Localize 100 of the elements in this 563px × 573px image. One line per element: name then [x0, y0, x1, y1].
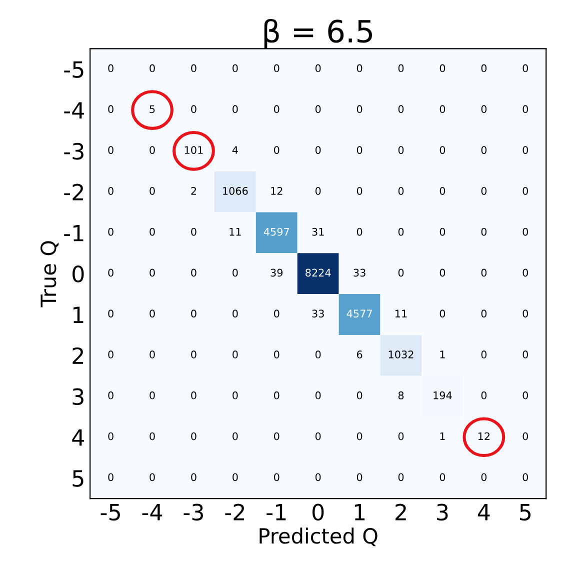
data-label: 0 [108, 268, 114, 277]
data-label: 0 [232, 268, 238, 277]
data-label: 4597 [264, 228, 289, 236]
data-label: 0 [440, 268, 446, 277]
data-label: 0 [398, 268, 404, 277]
data-label: 0 [150, 473, 155, 482]
data-label: 0 [191, 391, 196, 400]
data-label: 0 [108, 350, 114, 358]
data-label: 0 [440, 473, 446, 482]
data-label: 0 [398, 146, 404, 154]
data-label: 0 [315, 391, 321, 400]
data-label: 0 [481, 391, 487, 400]
data-label: 0 [150, 432, 155, 440]
data-label: 0 [356, 146, 362, 154]
data-label: 0 [440, 64, 446, 72]
x-tick-label: -5 [100, 504, 120, 521]
data-label: 0 [356, 391, 362, 400]
x-tick-label: -4 [142, 504, 162, 520]
y-tick-label: 1 [74, 306, 84, 323]
chart-title: β = 6.5 [264, 18, 372, 49]
data-label: 0 [315, 432, 321, 440]
data-label: 0 [522, 64, 528, 72]
data-label: 8224 [306, 268, 331, 277]
data-label: 0 [150, 64, 155, 72]
y-tick-label: -2 [64, 184, 83, 200]
data-label: 1 [440, 350, 445, 358]
data-label: 6 [356, 350, 362, 358]
x-tick-label: 1 [354, 504, 365, 520]
x-tick-label: 2 [396, 504, 406, 520]
x-tick-label: 5 [520, 504, 531, 521]
data-label: 0 [440, 310, 446, 318]
data-label: 0 [522, 432, 528, 440]
data-label: 0 [440, 186, 446, 195]
data-label: 0 [274, 350, 280, 358]
data-label: 0 [315, 64, 321, 72]
data-label: 0 [150, 186, 155, 195]
data-label: 0 [274, 105, 280, 114]
y-tick-label: 3 [72, 388, 84, 406]
data-label: 0 [398, 105, 404, 114]
data-label: 0 [191, 64, 196, 72]
data-label: 0 [191, 310, 196, 318]
data-label: 0 [191, 268, 196, 277]
data-label: 0 [191, 473, 196, 482]
data-label: 0 [440, 146, 446, 154]
x-tick-label: -2 [225, 504, 244, 520]
data-label: 0 [356, 105, 362, 114]
data-label: 0 [481, 473, 487, 482]
data-label: 11 [230, 228, 241, 236]
data-label: 0 [522, 473, 528, 482]
data-label: 0 [315, 473, 321, 482]
data-label: 0 [356, 228, 362, 236]
x-tick-label: 3 [437, 504, 448, 521]
data-label: 0 [108, 146, 114, 154]
data-label: 4 [232, 146, 238, 154]
data-label: 0 [274, 473, 280, 482]
data-label: 0 [108, 186, 114, 195]
data-label: 12 [478, 432, 490, 440]
data-label: 0 [356, 186, 362, 195]
data-label: 0 [150, 268, 155, 277]
data-label: 0 [191, 105, 196, 114]
data-label: 8 [398, 391, 404, 400]
data-label: 0 [232, 432, 238, 440]
data-label: 0 [522, 105, 528, 114]
data-label: 194 [434, 391, 452, 400]
data-label: 12 [271, 186, 282, 195]
y-tick-label: -3 [64, 142, 84, 160]
data-label: 0 [108, 105, 114, 114]
data-label: 0 [108, 473, 114, 482]
data-label: 0 [150, 310, 155, 318]
data-label: 0 [315, 105, 321, 114]
data-label: 0 [108, 228, 114, 236]
data-label: 0 [398, 186, 404, 195]
data-label: 0 [150, 350, 155, 358]
data-label: 0 [522, 268, 528, 277]
data-label: 0 [232, 391, 238, 400]
data-label: 0 [481, 310, 487, 318]
data-label: 0 [108, 64, 114, 72]
data-label: 0 [274, 146, 280, 154]
data-label: 33 [354, 268, 366, 277]
y-axis-title: True Q [40, 241, 59, 308]
data-label: 0 [481, 268, 487, 277]
data-label: 0 [315, 146, 321, 154]
data-label: 0 [522, 146, 528, 154]
y-tick-label: -1 [64, 224, 84, 242]
data-label: 0 [108, 310, 114, 318]
x-axis-title: Predicted Q [260, 528, 378, 546]
data-label: 1032 [388, 350, 414, 358]
data-label: 0 [150, 146, 155, 154]
data-label: 0 [481, 146, 487, 154]
y-tick-label: 0 [72, 266, 84, 282]
data-label: 5 [150, 105, 155, 114]
data-label: 0 [398, 432, 404, 440]
y-tick-label: 5 [72, 470, 84, 487]
data-label: 0 [108, 391, 114, 400]
data-label: 0 [481, 64, 487, 72]
data-label: 0 [191, 228, 196, 236]
data-label: 0 [150, 391, 155, 400]
data-label: 0 [522, 350, 528, 358]
data-label: 0 [108, 432, 114, 440]
y-tick-label: 2 [72, 347, 83, 364]
